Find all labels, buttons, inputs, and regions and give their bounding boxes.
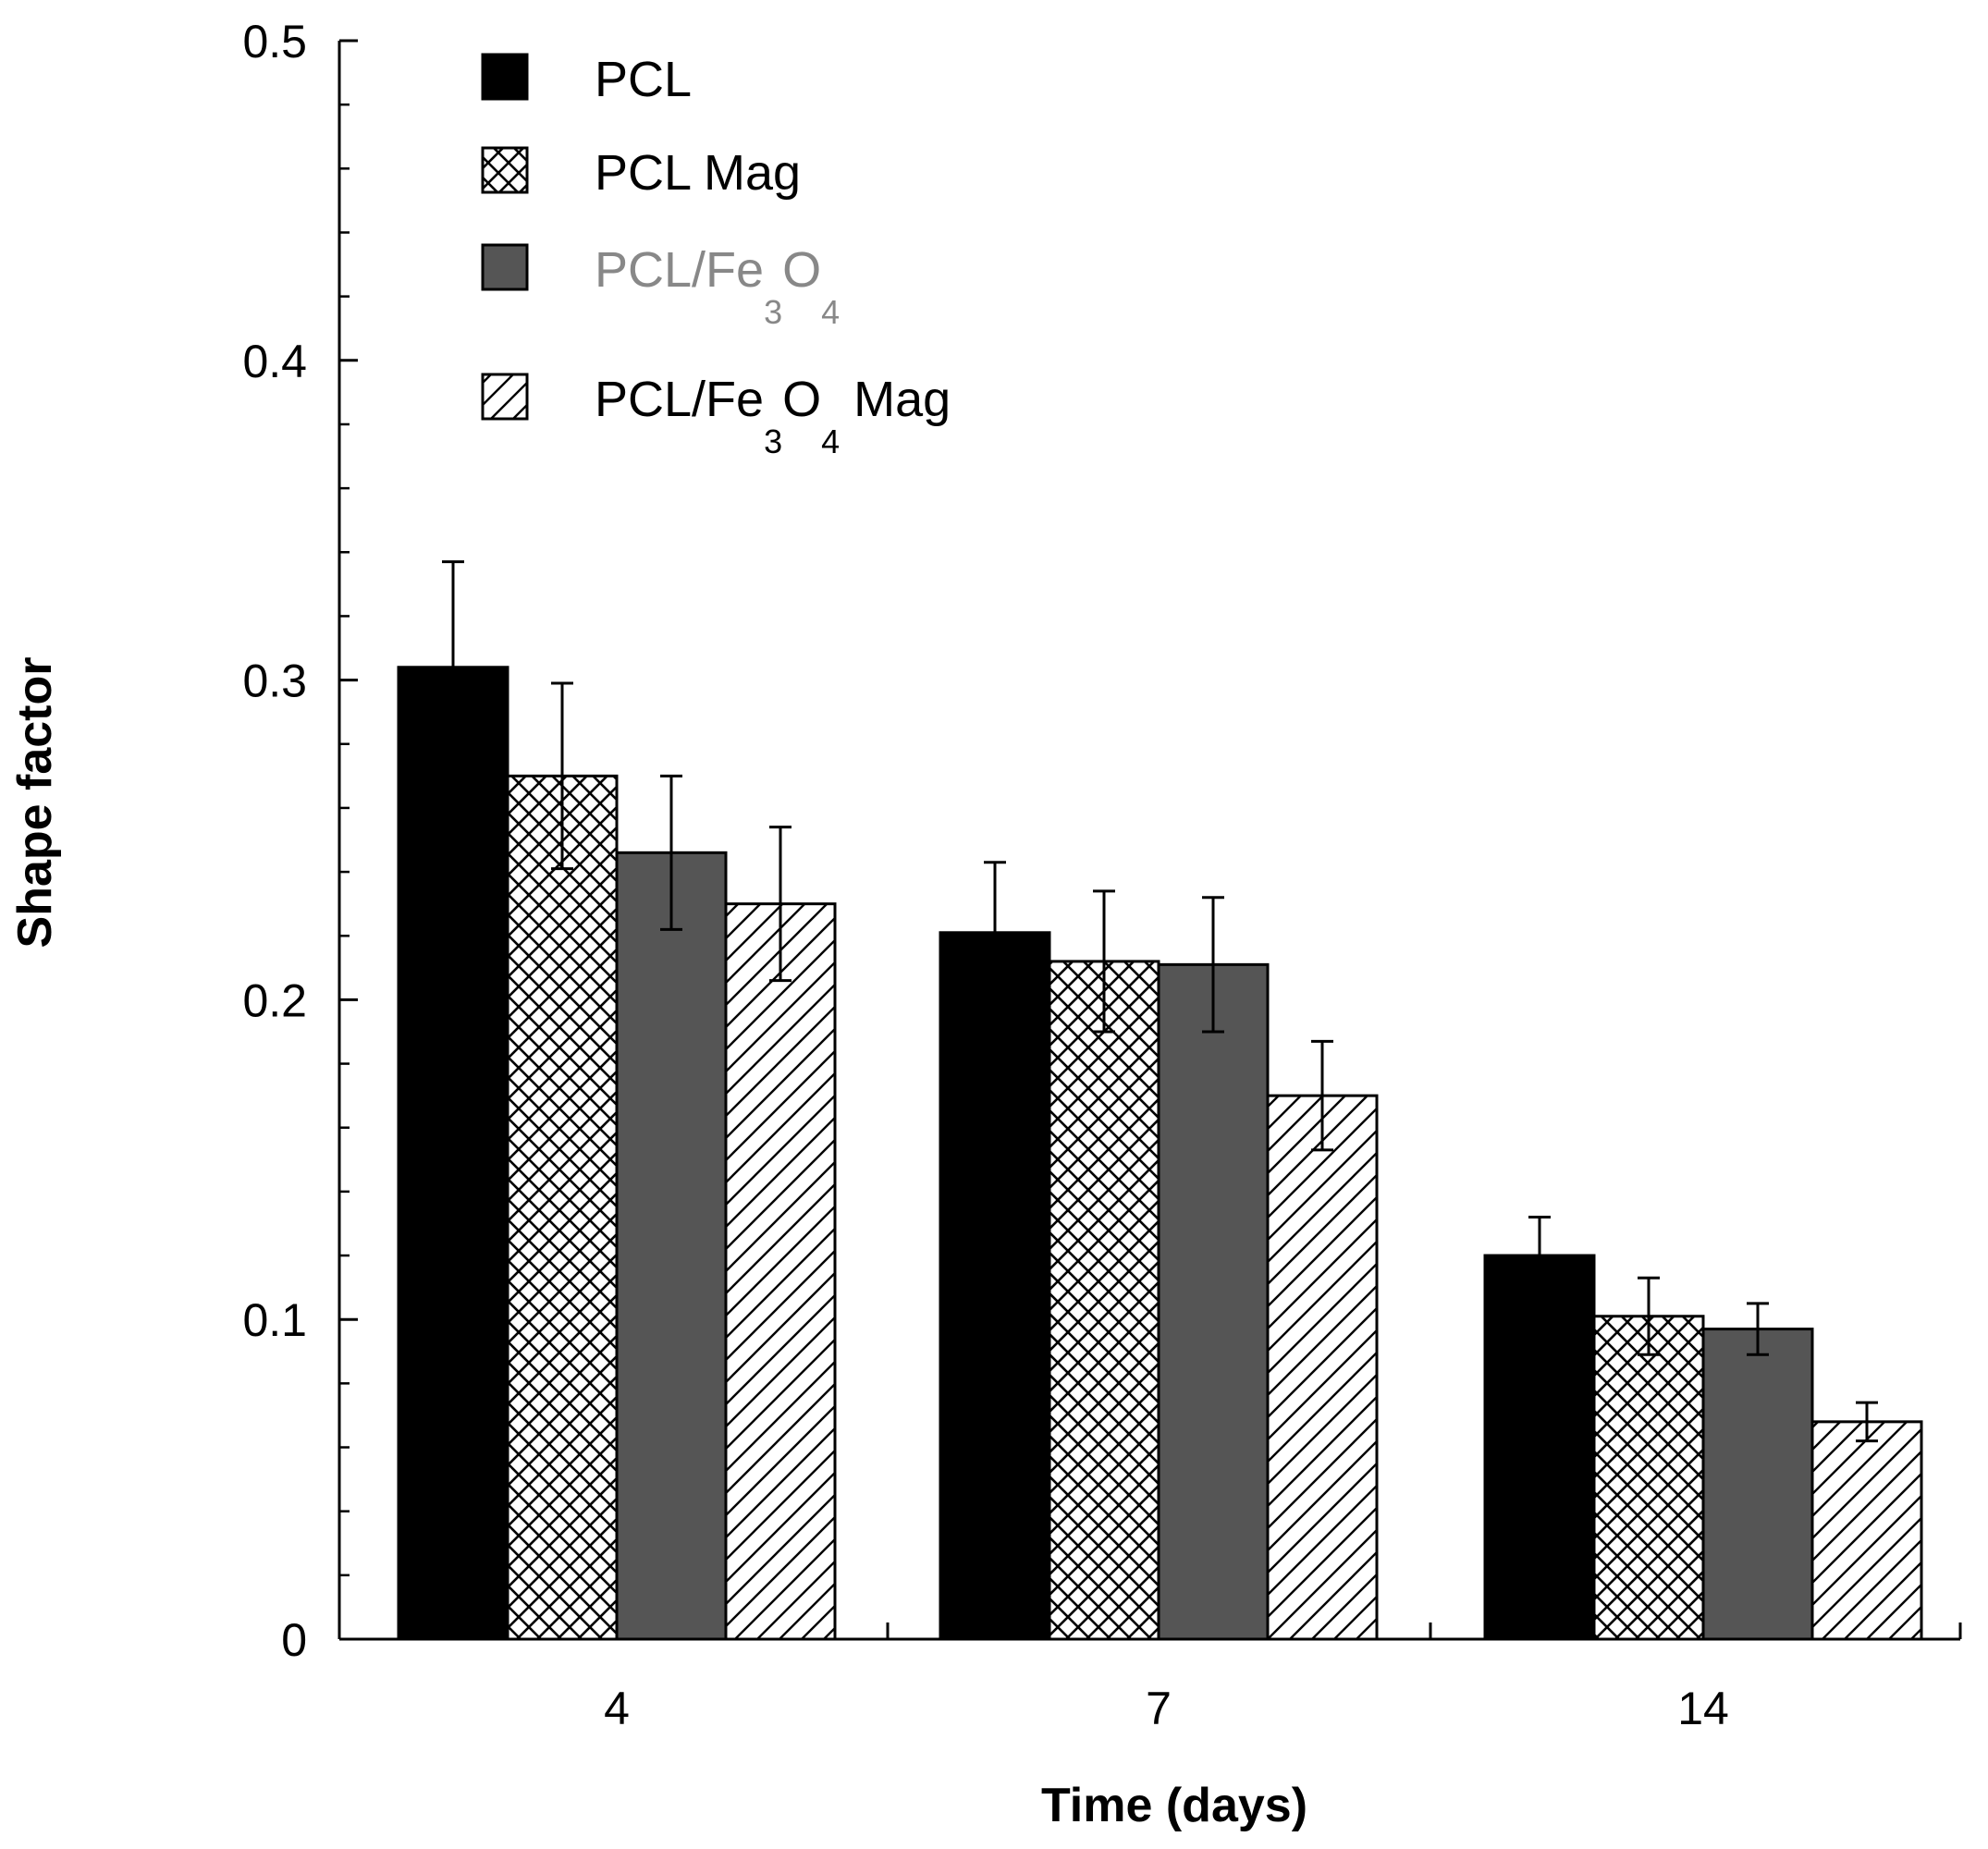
bar [506, 774, 619, 1641]
bar [1266, 1094, 1379, 1641]
bar [1810, 1420, 1923, 1641]
legend-label: PCL Mag [595, 145, 801, 201]
bar [1701, 1328, 1814, 1641]
bar [615, 851, 728, 1641]
x-tick-label: 14 [1677, 1683, 1729, 1734]
y-axis-title: Shape factor [8, 657, 62, 949]
bar [724, 902, 837, 1641]
legend-label: PCL/Fe3O4 Mag [595, 372, 951, 460]
legend: PCL PCL Mag PCL/Fe3O4 PCL/Fe3O4 Mag [481, 52, 951, 460]
bar [1157, 962, 1270, 1641]
x-axis-title: Time (days) [1041, 1779, 1307, 1832]
y-tick-label: 0.5 [242, 16, 307, 67]
bar [397, 666, 509, 1641]
bar [1592, 1315, 1705, 1641]
legend-label: PCL [595, 52, 692, 107]
y-tick-label: 0 [281, 1614, 307, 1666]
legend-swatch [481, 53, 529, 101]
y-tick-label: 0.4 [242, 336, 307, 387]
plot-area: 0 0.1 0.2 0.3 0.4 0.5 4 7 14 [242, 16, 1962, 1734]
bar [1483, 1254, 1596, 1641]
x-tick-label: 7 [1146, 1683, 1172, 1734]
y-tick-label: 0.3 [242, 655, 307, 707]
y-tick-label: 0.1 [242, 1294, 307, 1346]
bar [1048, 960, 1160, 1641]
legend-swatch [481, 146, 529, 194]
legend-label: PCL/Fe3O4 [595, 242, 840, 331]
legend-swatch [481, 373, 529, 421]
x-tick-label: 4 [604, 1683, 630, 1734]
legend-swatch [481, 243, 529, 291]
bar [939, 931, 1051, 1641]
y-tick-label: 0.2 [242, 974, 307, 1026]
